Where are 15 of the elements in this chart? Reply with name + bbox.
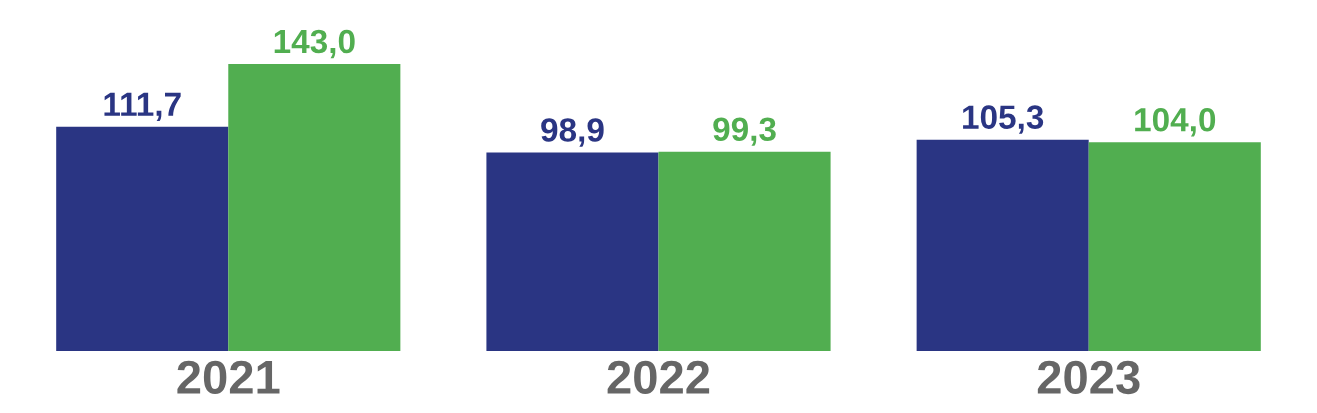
x-tick-label: 2021: [177, 360, 280, 395]
data-label: 99,3: [713, 117, 776, 146]
x-tick-label: 2022: [607, 360, 710, 395]
bar: [228, 64, 401, 352]
bar: [1088, 142, 1261, 352]
x-tick-label: 2023: [1037, 360, 1140, 395]
data-label: 111,7: [104, 92, 181, 121]
data-label: 143,0: [274, 29, 355, 59]
bar: [56, 126, 229, 352]
data-label: 98,9: [541, 118, 604, 147]
data-label: 104,0: [1135, 107, 1216, 137]
data-label: 105,3: [963, 105, 1044, 134]
bar: [916, 139, 1089, 352]
bar: [486, 152, 659, 352]
bar: [658, 151, 831, 352]
